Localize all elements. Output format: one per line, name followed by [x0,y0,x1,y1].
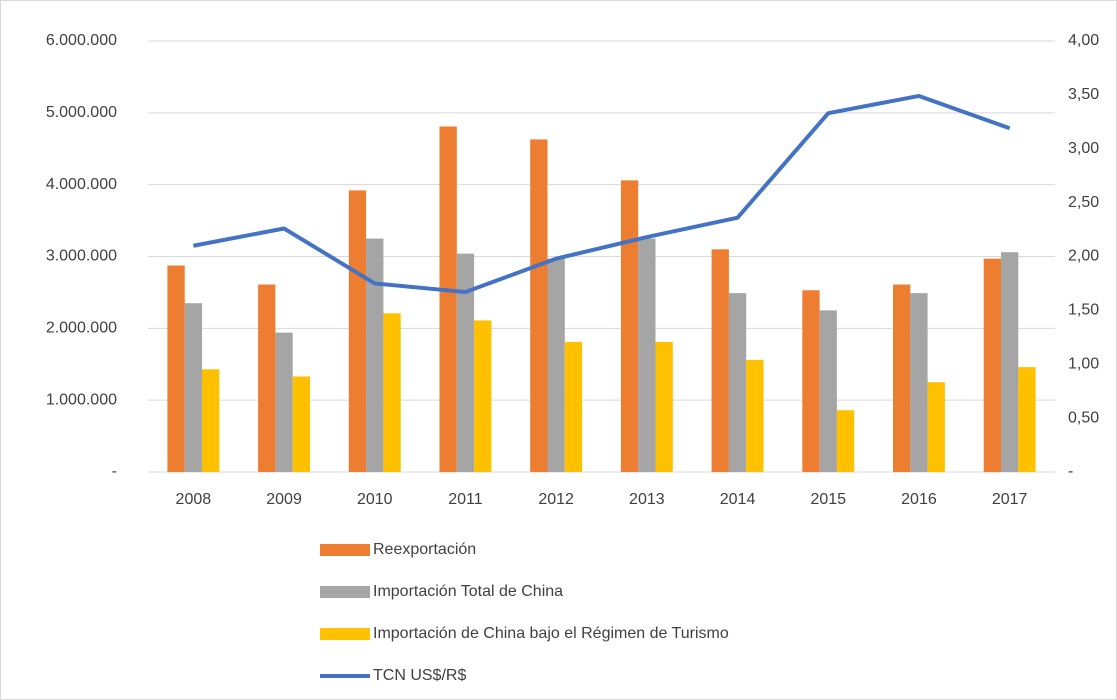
bar [202,369,220,472]
legend-swatch [320,544,370,556]
bar [638,238,656,472]
y2-tick-label: 1,50 [1068,302,1099,319]
bar [927,382,945,472]
x-tick-label: 2008 [176,491,212,508]
x-tick-label: 2014 [720,491,756,508]
line-series [192,93,1011,295]
y2-tick-label: 2,50 [1068,194,1099,211]
bar [167,265,185,472]
bar [547,258,565,472]
legend-label: Importación Total de China [373,583,563,600]
bar [474,320,492,472]
bar [802,290,820,472]
y-tick-label: 3.000.000 [46,248,117,265]
bar [439,126,457,473]
bar [275,332,293,472]
bar [348,190,367,472]
bar [1001,252,1019,472]
y-tick-label: - [112,463,117,480]
bar [728,293,747,472]
x-tick-label: 2015 [810,491,846,508]
y-tick-label: 4.000.000 [46,176,117,193]
x-tick-label: 2011 [448,491,483,508]
bar [456,253,475,472]
x-tick-label: 2017 [992,491,1028,508]
bar [1018,367,1036,472]
y-tick-label: 2.000.000 [46,320,117,337]
bar [292,376,310,472]
x-tick-label: 2012 [538,491,574,508]
bar [366,238,384,472]
y-tick-label: 6.000.000 [46,32,117,49]
y2-tick-label: 0,50 [1068,409,1099,426]
bar [655,341,673,472]
y2-tick-label: 2,00 [1068,248,1099,265]
bar [530,139,548,472]
y2-tick-label: - [1068,463,1073,480]
legend-swatch [320,586,370,598]
bar [836,410,855,472]
legend-label: Reexportación [373,541,476,558]
bar [711,249,729,472]
y2-tick-label: 4,00 [1068,32,1099,49]
bar [620,180,639,472]
x-tick-label: 2013 [629,491,665,508]
x-tick-label: 2016 [901,491,937,508]
x-tick-label: 2009 [266,491,302,508]
y-tick-label: 5.000.000 [46,104,117,121]
bar [819,310,837,472]
bar [910,293,928,472]
legend-swatch [320,628,370,640]
bar [258,284,276,472]
y-tick-label: 1.000.000 [46,391,117,408]
bar [383,313,401,472]
bar [564,341,583,472]
legend-label: TCN US$/R$ [373,667,466,684]
bar [184,303,202,472]
y2-tick-label: 3,00 [1068,140,1099,157]
bar [893,284,911,472]
legend-label: Importación de China bajo el Régimen de … [373,625,729,642]
bar [983,258,1001,472]
bar [746,359,764,472]
x-tick-label: 2010 [357,491,393,508]
y2-tick-label: 1,00 [1068,355,1099,372]
y2-tick-label: 3,50 [1068,86,1099,103]
